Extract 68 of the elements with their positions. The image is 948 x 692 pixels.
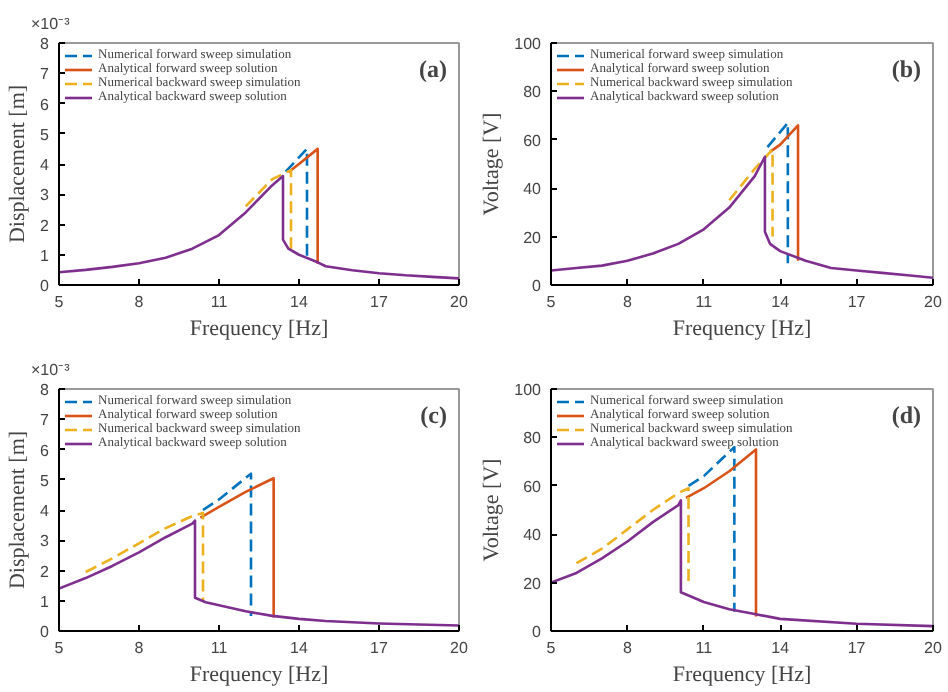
y-tick-label: 6 <box>40 95 51 114</box>
y-tick-label: 0 <box>40 623 51 641</box>
x-tick-label: 8 <box>622 293 633 311</box>
x-tick-label: 8 <box>622 639 633 657</box>
y-tick-label: 20 <box>523 228 543 247</box>
annotation: (d) <box>891 401 922 429</box>
x-tick-label: 17 <box>370 293 389 311</box>
y-tick-label: 7 <box>40 65 51 84</box>
text: ×10⁻³ <box>31 15 71 33</box>
text: ×10⁻³ <box>31 361 71 379</box>
y-tick-label: 60 <box>523 477 543 496</box>
y-tick-label: 3 <box>40 532 51 551</box>
x-tick-label: 20 <box>450 639 469 657</box>
x-tick-label: 17 <box>370 639 389 657</box>
y-tick-label: 60 <box>523 131 543 150</box>
y-tick-label: 40 <box>523 180 543 199</box>
y-tick-label: 80 <box>523 429 543 448</box>
y-tick-label: 3 <box>40 186 51 205</box>
x-axis-title: Frequency [Hz] <box>672 317 812 341</box>
y-tick-label: 5 <box>40 471 51 490</box>
y-axis-title: Displacement [m] <box>6 84 31 244</box>
x-tick-label: 8 <box>134 293 145 311</box>
y-tick-label: 5 <box>40 125 51 144</box>
y-tick-label: 100 <box>514 381 543 399</box>
y-axis-title: Voltage [V] <box>480 458 505 562</box>
y-tick-label: 4 <box>40 156 51 174</box>
x-tick-label: 14 <box>290 293 309 311</box>
x-tick-label: 11 <box>210 639 229 657</box>
x-tick-label: 20 <box>924 639 943 657</box>
x-tick-label: 20 <box>924 293 943 311</box>
y-tick-label: 8 <box>40 35 51 53</box>
y-tick-label: 1 <box>40 246 51 265</box>
y-tick-label: 20 <box>523 574 543 593</box>
annotation: (b) <box>891 55 922 83</box>
x-tick-label: 5 <box>546 293 557 311</box>
x-axis-title: Frequency [Hz] <box>189 663 329 687</box>
x-tick-label: 14 <box>290 639 309 657</box>
y-tick-label: 6 <box>40 441 51 460</box>
y-tick-label: 100 <box>514 35 543 53</box>
x-tick-label: 8 <box>134 639 145 657</box>
y-tick-label: 1 <box>40 592 51 611</box>
x-tick-label: 14 <box>771 293 791 311</box>
y-axis-title: Displacement [m] <box>6 430 31 590</box>
y-tick-label: 8 <box>40 381 51 399</box>
y-tick-label: 2 <box>40 562 51 581</box>
y-tick-label: 2 <box>40 216 51 235</box>
annotation: (a) <box>419 55 448 83</box>
y-tick-label: 40 <box>523 526 543 545</box>
y-tick-label: 80 <box>523 83 543 102</box>
y-tick-label: 7 <box>40 411 51 430</box>
x-tick-label: 17 <box>847 639 867 657</box>
y-tick-label: 4 <box>40 502 51 520</box>
y-tick-label: 0 <box>40 277 51 295</box>
x-tick-label: 11 <box>210 293 229 311</box>
x-tick-label: 11 <box>695 293 714 311</box>
x-tick-label: 5 <box>54 639 65 657</box>
x-tick-label: 20 <box>450 293 469 311</box>
y-tick-label: 0 <box>532 277 543 295</box>
x-tick-label: 11 <box>695 639 714 657</box>
x-tick-label: 14 <box>771 639 791 657</box>
x-tick-label: 5 <box>546 639 557 657</box>
x-axis-title: Frequency [Hz] <box>672 663 812 687</box>
y-tick-label: 0 <box>532 623 543 641</box>
y-axis-title: Voltage [V] <box>480 112 505 216</box>
annotation: (c) <box>420 401 448 429</box>
x-tick-label: 5 <box>54 293 65 311</box>
x-tick-label: 17 <box>847 293 867 311</box>
x-axis-title: Frequency [Hz] <box>189 317 329 341</box>
